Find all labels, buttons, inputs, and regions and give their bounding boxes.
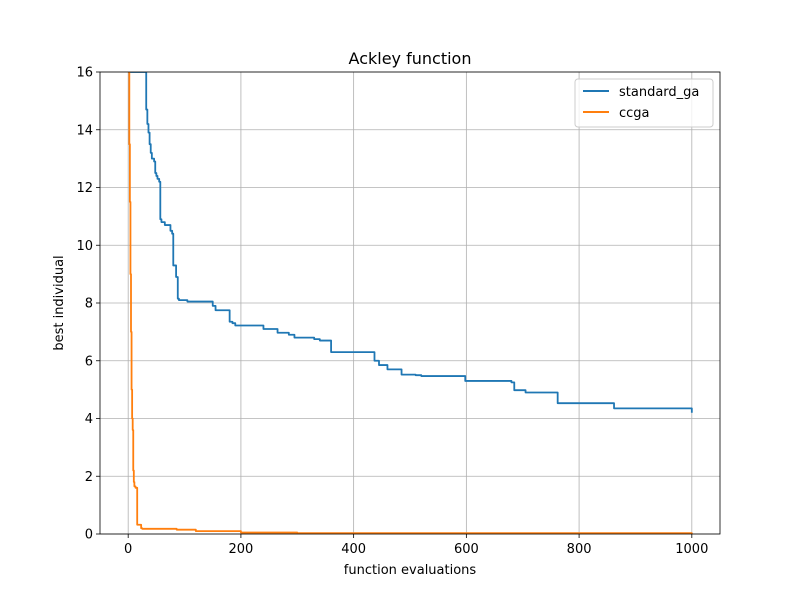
legend-box bbox=[574, 78, 714, 128]
y-tick-label: 12 bbox=[76, 181, 93, 196]
y-tick-label: 2 bbox=[85, 470, 93, 485]
series-line-standard-ga bbox=[128, 72, 693, 413]
legend-label-standard-ga: standard_ga bbox=[619, 85, 699, 100]
legend-label-ccga: ccga bbox=[619, 106, 650, 121]
series-lines bbox=[127, 72, 693, 534]
y-tick-label: 10 bbox=[76, 239, 93, 254]
y-tick-label: 16 bbox=[76, 66, 93, 81]
x-tick-label: 0 bbox=[124, 542, 132, 557]
x-tick-label: 800 bbox=[567, 542, 592, 557]
x-tick-label: 600 bbox=[454, 542, 479, 557]
x-axis-label: function evaluations bbox=[344, 563, 477, 578]
x-tick-label: 400 bbox=[341, 542, 366, 557]
axis-ticks: 0 200 400 600 800 1000 0 2 4 6 8 10 12 14 16 bbox=[76, 66, 708, 558]
legend: standard_ga ccga bbox=[574, 78, 714, 128]
y-tick-label: 8 bbox=[85, 297, 93, 312]
y-tick-label: 4 bbox=[85, 412, 93, 427]
y-tick-label: 6 bbox=[85, 354, 93, 369]
x-tick-label: 1000 bbox=[675, 542, 708, 557]
y-tick-label: 0 bbox=[85, 528, 93, 543]
y-tick-label: 14 bbox=[76, 123, 93, 138]
chart-title: Ackley function bbox=[349, 49, 472, 68]
x-tick-label: 200 bbox=[228, 542, 253, 557]
y-axis-label: best individual bbox=[52, 255, 67, 350]
series-line-ccga bbox=[127, 72, 693, 534]
